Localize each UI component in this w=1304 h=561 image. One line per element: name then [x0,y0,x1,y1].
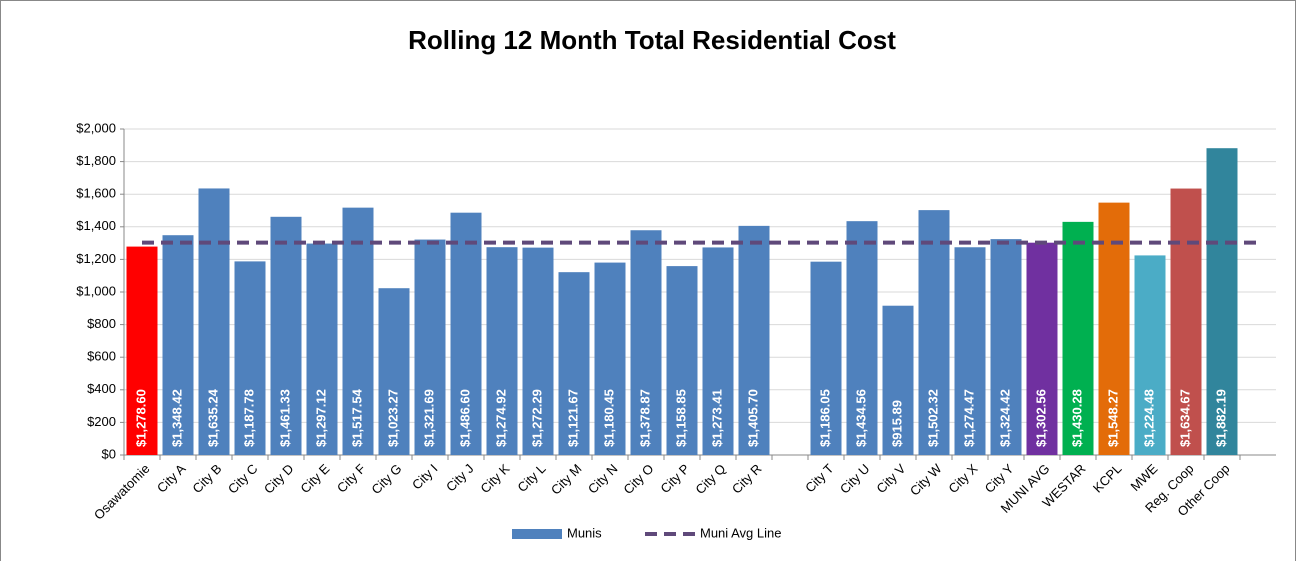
y-tick-label: $400 [87,381,116,396]
bar [1062,221,1094,455]
value-label: $1,023.27 [385,389,400,447]
value-label: $1,461.33 [277,389,292,447]
bar [846,221,878,455]
y-tick-label: $1,600 [76,186,116,201]
value-label: $1,434.56 [853,389,868,447]
bar [666,266,698,455]
legend-swatch [512,529,562,539]
value-label: $915.89 [889,400,904,447]
value-label: $1,548.27 [1105,389,1120,447]
bar [558,272,590,455]
value-label: $1,378.87 [637,389,652,447]
value-label: $1,486.60 [457,389,472,447]
value-label: $1,882.19 [1213,389,1228,447]
bar [1206,148,1238,455]
bar [378,288,410,455]
value-label: $1,635.24 [205,388,220,447]
bar [162,235,194,455]
bar [198,188,230,456]
bar [990,239,1022,455]
bar [630,230,662,455]
y-tick-label: $1,200 [76,251,116,266]
value-label: $1,302.56 [1033,389,1048,447]
legend-label: Munis [567,525,602,540]
chart-title: Rolling 12 Month Total Residential Cost [408,25,896,55]
bar [738,225,770,455]
value-label: $1,324.42 [997,389,1012,447]
bar [1170,188,1202,455]
value-label: $1,274.47 [961,389,976,447]
y-tick-label: $600 [87,349,116,364]
value-label: $1,224.48 [1141,389,1156,447]
value-label: $1,297.12 [313,389,328,447]
value-label: $1,274.92 [493,389,508,447]
bar [594,262,626,455]
bar [486,247,518,455]
y-tick-label: $200 [87,414,116,429]
legend-label: Muni Avg Line [700,525,781,540]
bar [522,247,554,455]
value-label: $1,186.05 [817,389,832,447]
bar [342,207,374,455]
bar [270,216,302,455]
bar [234,261,266,455]
bar [414,239,446,455]
bar [810,261,842,455]
bar [702,247,734,455]
value-label: $1,272.29 [529,389,544,447]
value-label: $1,121.67 [565,389,580,447]
value-label: $1,502.32 [925,389,940,447]
value-label: $1,634.67 [1177,389,1192,447]
y-tick-label: $1,400 [76,218,116,233]
value-label: $1,273.41 [709,389,724,447]
y-tick-label: $1,800 [76,153,116,168]
value-label: $1,405.70 [745,389,760,447]
value-label: $1,187.78 [241,389,256,447]
value-label: $1,430.28 [1069,389,1084,447]
y-tick-label: $2,000 [76,120,116,135]
bar [1134,255,1166,455]
bar [306,243,338,455]
value-label: $1,278.60 [133,389,148,447]
bar [918,210,950,455]
bar [1026,242,1058,455]
bar [954,247,986,455]
y-tick-label: $1,000 [76,283,116,298]
value-label: $1,158.85 [673,389,688,447]
value-label: $1,517.54 [349,388,364,447]
bar [1098,202,1130,455]
value-label: $1,180.45 [601,389,616,447]
bar [450,212,482,455]
bar [882,305,914,455]
value-label: $1,348.42 [169,389,184,447]
y-tick-label: $0 [102,446,116,461]
bar [126,246,158,455]
value-label: $1,321.69 [421,389,436,447]
y-tick-label: $800 [87,316,116,331]
